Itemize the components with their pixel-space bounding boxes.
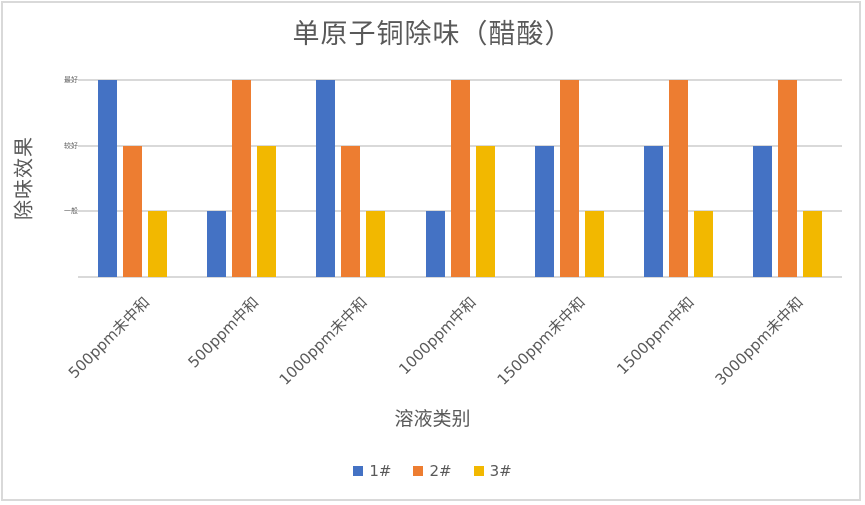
bar-series-3 [802, 211, 822, 277]
bar-series-3 [693, 211, 713, 277]
bar-series-2 [450, 80, 470, 277]
legend-swatch-icon [413, 466, 424, 476]
legend-item-3: 3# [473, 462, 512, 480]
bar-series-1 [534, 145, 554, 277]
bar-series-3 [366, 211, 386, 277]
y-tick-label: 较好 [64, 141, 78, 150]
bar-series-3 [257, 145, 277, 277]
bar-series-1 [316, 80, 336, 277]
bar-series-1 [207, 211, 227, 277]
legend-label: 3# [489, 462, 512, 480]
plot-area: 一般 较好 最好 [60, 0, 850, 300]
bar-series-1 [425, 211, 445, 277]
bar-series-1 [752, 145, 772, 277]
legend-label: 1# [369, 462, 392, 480]
bar-series-2 [341, 145, 361, 277]
bar-series-3 [584, 211, 604, 277]
legend-item-1: 1# [353, 462, 391, 480]
bar-series-1 [643, 145, 663, 277]
x-axis-label: 溶液类别 [394, 408, 471, 430]
y-tick-label: 一般 [64, 207, 78, 216]
bar-series-2 [123, 145, 143, 277]
bar-series-2 [232, 80, 252, 277]
bar-series-2 [777, 80, 797, 277]
legend: 1# 2# 3# [0, 462, 865, 480]
legend-label: 2# [429, 462, 452, 480]
legend-item-2: 2# [413, 462, 452, 480]
bar-series-3 [148, 211, 168, 277]
y-tick-label: 最好 [64, 76, 78, 84]
bar-series-3 [475, 145, 495, 277]
bar-series-2 [668, 80, 688, 277]
y-axis-label: 除味效果 [11, 136, 36, 220]
bar-series-2 [559, 80, 579, 277]
legend-swatch-icon [353, 466, 364, 476]
x-axis-baseline [78, 276, 842, 278]
bar-series-1 [98, 80, 118, 277]
chart-title: 单原子铜除味（醋酸） [292, 19, 573, 50]
legend-swatch-icon [473, 466, 484, 476]
